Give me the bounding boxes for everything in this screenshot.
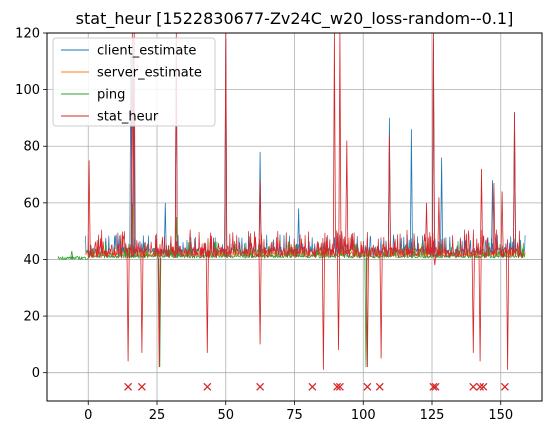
spike-stat_heur — [506, 253, 510, 370]
spike-stat_heur — [140, 253, 144, 353]
spike-ping — [158, 257, 162, 368]
spike-stat_heur — [471, 253, 475, 353]
marker-x-stroke — [124, 382, 133, 391]
spike-client_estimate — [163, 202, 167, 257]
marker-x — [333, 382, 342, 391]
spike-stat_heur — [258, 253, 262, 345]
spike-stat_heur — [387, 134, 391, 254]
marker-x-stroke — [308, 382, 317, 391]
series-line-ping — [57, 240, 526, 261]
spike-stat_heur — [321, 253, 325, 370]
marker-x — [256, 382, 265, 391]
spike-stat_heur — [87, 160, 91, 254]
marker-x-stroke — [479, 382, 488, 391]
x-tick-label: 0 — [84, 408, 92, 423]
marker-x-stroke — [333, 382, 342, 391]
marker-x — [308, 382, 317, 391]
chart-title: stat_heur [1522830677-Zv24C_w20_loss-ran… — [76, 9, 514, 29]
legend-label-stat_heur: stat_heur — [97, 110, 159, 125]
spike-stat_heur — [433, 253, 437, 266]
x-tick-label: 50 — [217, 408, 234, 423]
spike-stat_heur — [224, 33, 228, 254]
marker-x — [469, 382, 478, 391]
spike-client_estimate — [409, 129, 413, 257]
marker-x — [124, 382, 133, 391]
legend-box — [52, 37, 216, 127]
x-tick-label: 100 — [351, 408, 376, 423]
y-axis: 0 20 40 60 80 100 120 — [15, 27, 47, 381]
y-tick-label: 0 — [32, 366, 40, 381]
marker-x — [431, 382, 440, 391]
spike-stat_heur — [338, 33, 342, 254]
spike-stat_heur — [345, 140, 349, 254]
x-tick-label: 25 — [149, 408, 166, 423]
spike-stat_heur — [174, 33, 178, 254]
marker-x-stroke — [375, 382, 384, 391]
legend-label-client_estimate: client_estimate — [97, 44, 196, 59]
spike-stat_heur — [437, 197, 441, 254]
spike-stat_heur — [425, 202, 428, 254]
y-tick-label: 40 — [23, 253, 40, 268]
spike-stat_heur — [379, 253, 383, 359]
marker-x — [476, 382, 485, 391]
spike-ping — [70, 250, 74, 259]
marker-x-stroke — [137, 382, 146, 391]
plot-area — [57, 33, 526, 391]
x-tick-label: 75 — [286, 408, 303, 423]
marker-x — [375, 382, 384, 391]
marker-x-stroke — [363, 382, 372, 391]
marker-x — [500, 382, 509, 391]
x-axis: 0 25 50 75 100 125 150 — [84, 401, 513, 423]
spike-stat_heur — [126, 253, 130, 362]
spike-stat_heur — [492, 182, 496, 254]
spike-stat_heur — [337, 253, 340, 351]
y-tick-label: 60 — [23, 196, 40, 211]
y-tick-label: 100 — [15, 83, 40, 98]
spike-stat_heur — [258, 180, 262, 254]
y-tick-label: 20 — [23, 310, 40, 325]
spike-stat_heur — [431, 33, 435, 254]
x-tick-label: 150 — [488, 408, 513, 423]
spike-stat_heur — [157, 253, 161, 368]
y-tick-label: 120 — [15, 27, 40, 42]
marker-x — [203, 382, 212, 391]
marker-x — [137, 382, 146, 391]
x-tick-label: 125 — [420, 408, 445, 423]
spike-stat_heur — [478, 253, 482, 362]
legend-label-server_estimate: server_estimate — [97, 66, 202, 81]
spike-stat_heur — [480, 168, 483, 254]
marker-x — [429, 382, 438, 391]
marker-x-stroke — [431, 382, 440, 391]
spike-stat_heur — [365, 253, 369, 368]
marker-x-stroke — [256, 382, 265, 391]
marker-x-stroke — [335, 382, 344, 391]
marker-x — [363, 382, 372, 391]
marker-x — [335, 382, 344, 391]
spike-stat_heur — [513, 112, 516, 254]
marker-x-stroke — [203, 382, 212, 391]
spike-client_estimate — [297, 208, 301, 257]
y-tick-label: 80 — [23, 140, 40, 155]
series-line-stat_heur — [87, 229, 523, 259]
marker-x-stroke — [429, 382, 438, 391]
legend-label-ping: ping — [97, 88, 125, 103]
spike-stat_heur — [332, 33, 336, 254]
marker-x-stroke — [469, 382, 478, 391]
spike-client_estimate — [440, 157, 444, 257]
marker-x-stroke — [500, 382, 509, 391]
plot-series-group — [57, 33, 526, 391]
spike-stat_heur — [500, 191, 504, 254]
spike-stat_heur — [205, 253, 209, 353]
spike-stat_heur — [130, 33, 134, 254]
spike-stat_heur — [132, 33, 136, 254]
marker-x — [479, 382, 488, 391]
marker-x-stroke — [476, 382, 485, 391]
